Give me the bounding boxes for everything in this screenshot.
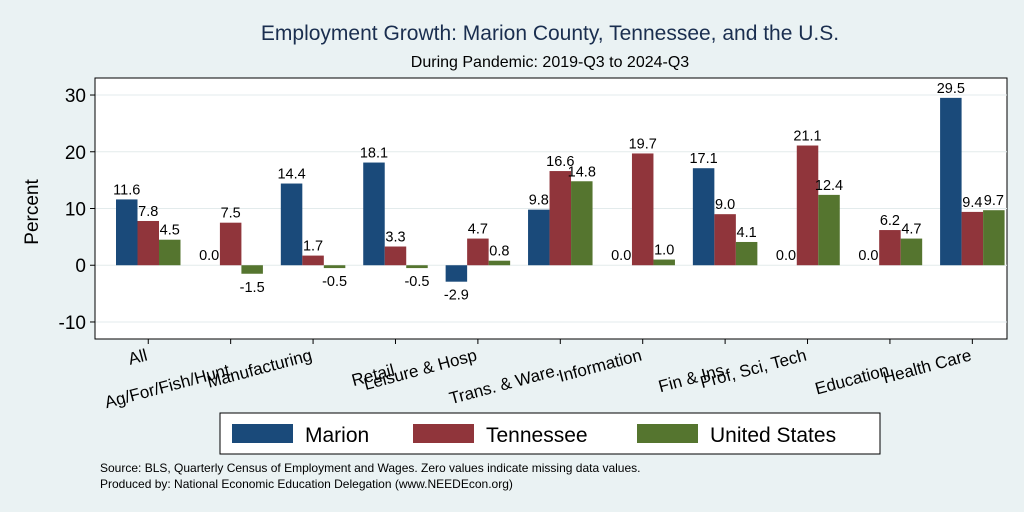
bar-tennessee-education	[879, 230, 901, 266]
legend-swatch-tennessee	[413, 424, 474, 443]
produced-by-note: Produced by: National Economic Education…	[100, 477, 513, 491]
value-label-marion-leisure-hosp: -2.9	[444, 288, 469, 304]
value-label-tennessee-manufacturing: 1.7	[303, 239, 323, 255]
y-tick-label: 0	[75, 256, 86, 277]
bar-tennessee-information	[631, 153, 654, 266]
x-tick-label-all: All	[126, 346, 149, 369]
bar-marion-health-care	[940, 97, 962, 266]
y-tick-label: 30	[65, 86, 86, 107]
value-label-marion-retail: 18.1	[360, 146, 388, 162]
value-label-united-states-fin-ins: 4.1	[737, 225, 757, 241]
bar-tennessee-all	[137, 220, 159, 266]
value-label-tennessee-all: 7.8	[138, 204, 158, 220]
bar-united-states-trans-ware	[571, 181, 593, 266]
y-tick-label: 10	[65, 200, 86, 221]
value-label-marion-education: 0.0	[858, 248, 878, 264]
value-label-tennessee-health-care: 9.4	[962, 195, 982, 211]
value-label-marion-prof-sci-tech: 0.0	[776, 248, 796, 264]
bar-tennessee-trans-ware	[549, 171, 572, 266]
legend-swatch-marion	[232, 424, 293, 443]
bar-tennessee-leisure-hosp	[467, 238, 489, 266]
value-label-united-states-education: 4.7	[901, 222, 921, 238]
source-note: Source: BLS, Quarterly Census of Employm…	[100, 461, 640, 475]
value-label-marion-health-care: 29.5	[937, 81, 965, 97]
value-label-united-states-leisure-hosp: 0.8	[489, 244, 509, 260]
bar-marion-leisure-hosp	[445, 265, 468, 282]
chart-title: Employment Growth: Marion County, Tennes…	[261, 22, 839, 45]
value-label-tennessee-ag-for-fish-hunt: 7.5	[221, 206, 241, 222]
value-label-tennessee-retail: 3.3	[385, 230, 405, 246]
y-tick-label: -10	[59, 313, 86, 334]
value-label-marion-information: 0.0	[611, 248, 631, 264]
value-label-marion-ag-for-fish-hunt: 0.0	[199, 248, 219, 264]
value-label-tennessee-prof-sci-tech: 21.1	[793, 129, 821, 145]
chart-subtitle: During Pandemic: 2019-Q3 to 2024-Q3	[411, 54, 689, 71]
value-label-tennessee-leisure-hosp: 4.7	[468, 222, 488, 238]
legend-label-united-states: United States	[710, 424, 836, 447]
value-label-united-states-retail: -0.5	[404, 274, 429, 290]
bars	[116, 97, 1005, 282]
bar-united-states-education	[900, 238, 923, 266]
bar-tennessee-fin-ins	[714, 214, 736, 266]
y-axis: -10 0 10 20 30	[59, 78, 96, 339]
bar-united-states-prof-sci-tech	[818, 194, 840, 266]
bar-united-states-ag-for-fish-hunt	[241, 265, 263, 274]
y-tick-label: 20	[65, 143, 86, 164]
value-label-united-states-prof-sci-tech: 12.4	[815, 178, 843, 194]
bar-marion-all	[116, 199, 138, 266]
value-label-tennessee-trans-ware: 16.6	[546, 154, 574, 170]
value-label-tennessee-fin-ins: 9.0	[715, 197, 735, 213]
bar-united-states-all	[159, 239, 181, 266]
value-label-united-states-information: 1.0	[654, 243, 674, 259]
value-label-united-states-trans-ware: 14.8	[568, 164, 596, 180]
value-label-marion-trans-ware: 9.8	[529, 193, 549, 209]
bar-tennessee-manufacturing	[302, 255, 324, 266]
value-label-tennessee-information: 19.7	[629, 136, 657, 152]
bar-united-states-retail	[406, 265, 428, 269]
bar-united-states-health-care	[983, 210, 1005, 266]
bar-marion-manufacturing	[280, 183, 303, 266]
bar-united-states-manufacturing	[323, 265, 346, 269]
bar-tennessee-health-care	[961, 211, 984, 266]
bar-marion-fin-ins	[692, 168, 715, 266]
bar-tennessee-retail	[384, 246, 407, 266]
bar-united-states-leisure-hosp	[488, 260, 511, 266]
y-axis-label: Percent	[22, 179, 43, 245]
legend-label-marion: Marion	[305, 424, 369, 447]
legend-label-tennessee: Tennessee	[486, 424, 588, 447]
value-labels: 11.6 7.84.5 0.0 7.5 -1.5 14.4 1.7 -0.5 18.1 3.3 -0…	[113, 81, 1004, 304]
legend-box	[219, 412, 881, 455]
value-label-tennessee-education: 6.2	[880, 213, 900, 229]
value-label-united-states-all: 4.5	[160, 223, 180, 239]
value-label-marion-all: 11.6	[113, 182, 140, 198]
value-label-united-states-ag-for-fish-hunt: -1.5	[240, 280, 265, 296]
legend-swatch-united-states	[637, 424, 698, 443]
bar-tennessee-prof-sci-tech	[796, 145, 819, 266]
bar-marion-retail	[363, 162, 385, 266]
value-label-united-states-manufacturing: -0.5	[322, 274, 347, 290]
value-label-marion-fin-ins: 17.1	[689, 151, 717, 167]
bar-united-states-information	[653, 259, 675, 266]
value-label-united-states-health-care: 9.7	[984, 193, 1004, 209]
value-label-marion-manufacturing: 14.4	[277, 167, 305, 183]
legend: Marion Tennessee United States	[232, 424, 836, 447]
bar-united-states-fin-ins	[735, 241, 758, 266]
bar-marion-trans-ware	[528, 209, 550, 266]
bar-tennessee-ag-for-fish-hunt	[219, 222, 242, 266]
